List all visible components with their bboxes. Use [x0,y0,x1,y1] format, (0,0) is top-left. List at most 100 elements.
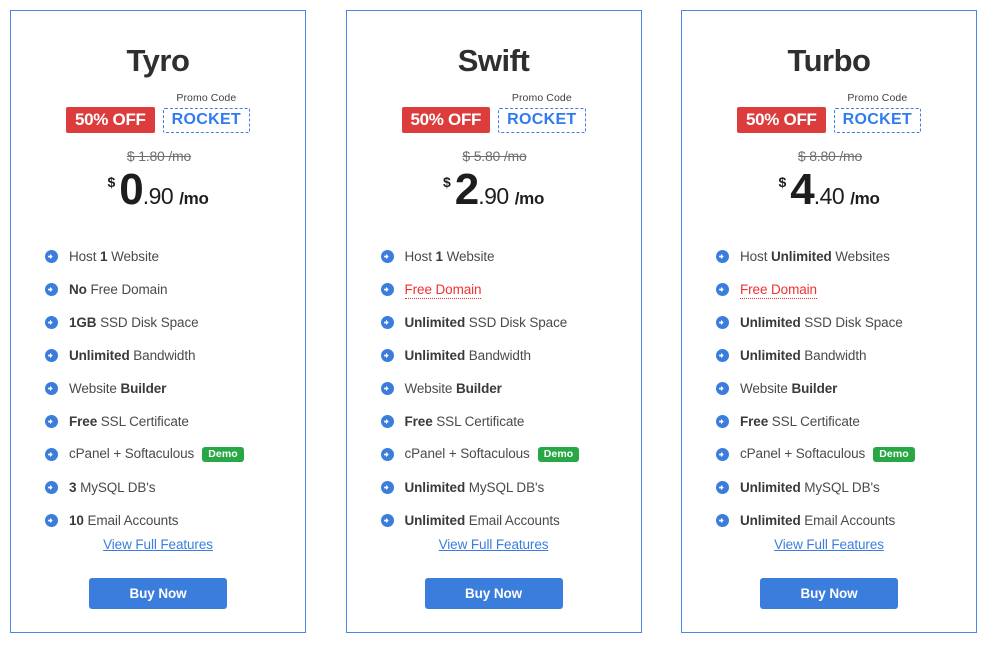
arrow-right-circle-icon [716,282,729,296]
original-price: $ 8.80 /mo [797,147,863,164]
feature-item: Unlimited Email Accounts [716,504,962,537]
promo-code-value[interactable]: ROCKET [833,107,921,133]
feature-text-suffix: Bandwidth [129,347,196,363]
view-full-features-link[interactable]: View Full Features [774,536,884,552]
feature-text-emphasis: Unlimited [771,248,832,264]
feature-text-emphasis: 10 [69,512,84,528]
free-domain-tooltip-text[interactable]: Free Domain [740,281,817,299]
arrow-right-circle-icon [380,282,394,296]
discount-badge: 50% OFF [66,106,155,133]
feature-item: Website Builder [380,372,627,405]
feature-text-suffix: Free Domain [86,281,168,297]
buy-now-button[interactable]: Buy Now [89,577,227,609]
price-period: /mo [179,188,209,208]
feature-label: Free SSL Certificate [740,414,860,429]
free-domain-tooltip-text[interactable]: Free Domain [404,281,482,299]
discount-badge: 50% OFF [737,106,826,133]
feature-text-emphasis: No [69,281,87,297]
feature-text-emphasis: Builder [791,380,838,396]
feature-text-emphasis: Free [740,413,769,429]
arrow-right-circle-icon [380,348,394,362]
feature-item: Website Builder [716,372,962,405]
feature-label: Unlimited MySQL DB's [740,480,880,495]
feature-label: Host Unlimited Websites [740,249,890,264]
feature-text-suffix: SSL Certificate [97,413,189,429]
plan-title: Swift [457,43,530,78]
feature-text-prefix: cPanel + Softaculous [404,445,530,461]
promo-row: 50% OFF Promo Code ROCKET [11,93,305,133]
view-full-features-link[interactable]: View Full Features [103,536,213,552]
feature-label: Website Builder [740,381,837,396]
feature-item: Unlimited Bandwidth [716,339,962,372]
buy-now-button[interactable]: Buy Now [424,577,563,609]
feature-label: No Free Domain [69,282,167,297]
feature-item: Unlimited Bandwidth [45,339,291,372]
feature-item: Website Builder [45,372,291,405]
feature-text-suffix: MySQL DB's [76,479,156,495]
arrow-right-circle-icon [380,249,394,263]
promo-code-group: Promo Code ROCKET [162,93,250,133]
feature-item: cPanel + Softaculous Demo [380,438,627,471]
feature-text-emphasis: Unlimited [69,347,130,363]
plan-card-turbo: Turbo 50% OFF Promo Code ROCKET $ 8.80 /mo $4… [681,10,977,633]
feature-text-prefix: cPanel + Softaculous [69,445,195,461]
feature-item: Host 1 Website [45,240,291,273]
feature-item: Free SSL Certificate [45,405,291,438]
feature-item: Free SSL Certificate [380,405,627,438]
feature-item: Unlimited Email Accounts [380,504,627,537]
feature-text-emphasis: Unlimited [404,314,466,330]
arrow-right-circle-icon [380,513,394,527]
arrow-right-circle-icon [380,447,394,461]
price-block: $ 1.80 /mo $0.90/mo [11,149,305,212]
feature-text-emphasis: Free [404,413,433,429]
feature-text-suffix: Website [442,248,495,264]
feature-text-emphasis: Unlimited [404,512,466,528]
feature-label: Host 1 Website [405,249,495,264]
promo-row: 50% OFF Promo Code ROCKET [682,93,976,133]
feature-label: Free Domain [740,281,817,299]
view-full-features-link[interactable]: View Full Features [438,536,549,552]
arrow-right-circle-icon [716,249,729,263]
feature-text-prefix: Website [69,380,121,396]
feature-text-suffix: Email Accounts [800,512,896,528]
arrow-right-circle-icon [380,414,394,428]
arrow-right-circle-icon [716,414,729,428]
plan-title: Turbo [787,43,871,78]
demo-badge[interactable]: Demo [537,446,580,463]
feature-item: 10 Email Accounts [45,504,291,537]
current-price: $0.90/mo [107,167,209,212]
promo-code-value[interactable]: ROCKET [498,107,586,133]
arrow-right-circle-icon [380,315,394,329]
feature-label: Unlimited Email Accounts [740,513,895,528]
feature-text-emphasis: Unlimited [404,347,466,363]
feature-item: 1GB SSD Disk Space [45,306,291,339]
arrow-right-circle-icon [45,414,58,428]
feature-text-suffix: SSD Disk Space [800,314,903,330]
price-block: $ 5.80 /mo $2.90/mo [347,149,641,212]
demo-badge[interactable]: Demo [873,446,915,463]
price-integer: 4 [790,164,815,214]
feature-label: Host 1 Website [69,249,159,264]
arrow-right-circle-icon [716,348,729,362]
demo-badge[interactable]: Demo [202,446,244,463]
price-decimal: .90 [478,182,509,209]
promo-code-group: Promo Code ROCKET [833,92,921,133]
feature-text-prefix: Host [69,248,101,264]
feature-label: Unlimited SSD Disk Space [405,315,568,330]
promo-code-value[interactable]: ROCKET [162,107,250,133]
feature-item: Unlimited SSD Disk Space [380,306,627,339]
feature-list: Host 1 Website No Free Domain 1GB SSD Disk… [11,240,305,537]
promo-code-label: Promo Code [847,92,908,104]
arrow-right-circle-icon [45,282,58,296]
feature-item: cPanel + Softaculous Demo [716,438,962,471]
feature-item: cPanel + Softaculous Demo [45,438,291,471]
promo-code-group: Promo Code ROCKET [498,93,586,133]
arrow-right-circle-icon [716,447,729,461]
buy-now-button[interactable]: Buy Now [760,577,898,609]
feature-text-emphasis: Unlimited [740,314,801,330]
price-decimal: .90 [142,182,174,209]
feature-text-prefix: Website [740,380,792,396]
feature-label: Unlimited Bandwidth [69,347,196,363]
arrow-right-circle-icon [380,381,394,395]
